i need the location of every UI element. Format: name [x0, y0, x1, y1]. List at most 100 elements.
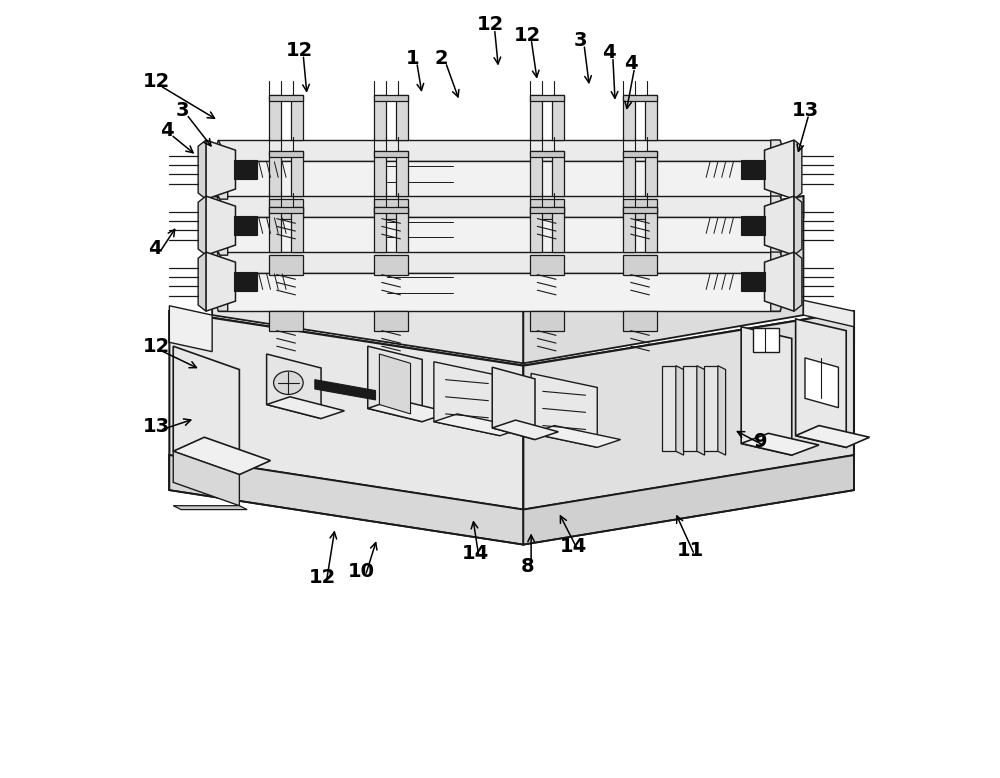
Polygon shape: [376, 269, 465, 300]
Polygon shape: [376, 269, 479, 275]
Polygon shape: [530, 151, 564, 157]
Polygon shape: [269, 255, 303, 275]
Polygon shape: [218, 273, 780, 311]
Polygon shape: [198, 252, 206, 311]
Polygon shape: [741, 216, 765, 235]
Polygon shape: [623, 151, 657, 157]
Polygon shape: [530, 95, 542, 140]
Polygon shape: [531, 373, 597, 447]
Polygon shape: [206, 252, 235, 311]
Polygon shape: [206, 196, 235, 255]
Polygon shape: [645, 151, 657, 196]
Polygon shape: [530, 207, 542, 252]
Polygon shape: [396, 151, 408, 196]
Polygon shape: [662, 366, 676, 451]
Polygon shape: [530, 207, 564, 213]
Polygon shape: [269, 95, 303, 101]
Polygon shape: [676, 366, 684, 455]
Polygon shape: [523, 455, 854, 545]
Polygon shape: [765, 196, 794, 255]
Polygon shape: [376, 214, 479, 220]
Polygon shape: [218, 161, 780, 199]
Polygon shape: [771, 140, 789, 199]
Polygon shape: [552, 207, 564, 252]
Polygon shape: [269, 151, 303, 157]
Polygon shape: [803, 300, 854, 327]
Polygon shape: [209, 252, 228, 311]
Polygon shape: [530, 255, 564, 275]
Text: 12: 12: [286, 41, 313, 60]
Text: 12: 12: [477, 16, 504, 34]
Polygon shape: [645, 95, 657, 140]
Polygon shape: [234, 216, 257, 235]
Polygon shape: [267, 397, 344, 419]
Polygon shape: [291, 95, 303, 140]
Polygon shape: [645, 207, 657, 252]
Text: 10: 10: [348, 562, 375, 581]
Polygon shape: [209, 140, 228, 199]
Text: 4: 4: [602, 44, 616, 62]
Text: 1: 1: [406, 49, 420, 68]
Text: 4: 4: [160, 121, 174, 140]
Polygon shape: [234, 272, 257, 291]
Polygon shape: [741, 160, 765, 179]
Polygon shape: [697, 366, 705, 455]
Polygon shape: [234, 160, 257, 179]
Text: 3: 3: [573, 31, 587, 50]
Text: 12: 12: [309, 568, 336, 587]
Polygon shape: [523, 311, 854, 510]
Polygon shape: [523, 196, 803, 363]
Polygon shape: [291, 207, 303, 252]
Polygon shape: [623, 207, 657, 213]
Polygon shape: [368, 399, 449, 422]
Polygon shape: [396, 207, 408, 252]
Polygon shape: [530, 95, 564, 101]
Polygon shape: [771, 252, 789, 311]
Polygon shape: [169, 311, 854, 397]
Text: 14: 14: [560, 537, 588, 555]
Polygon shape: [302, 244, 640, 249]
Polygon shape: [765, 140, 794, 199]
Polygon shape: [794, 196, 802, 255]
Text: 11: 11: [677, 541, 704, 560]
Polygon shape: [796, 426, 870, 447]
Polygon shape: [623, 95, 657, 101]
Polygon shape: [718, 366, 726, 455]
Polygon shape: [291, 151, 303, 196]
Polygon shape: [218, 196, 780, 217]
Polygon shape: [374, 199, 408, 219]
Text: 13: 13: [143, 417, 170, 436]
Polygon shape: [169, 311, 523, 510]
Polygon shape: [794, 252, 802, 311]
Polygon shape: [796, 319, 846, 447]
Polygon shape: [173, 451, 239, 506]
Polygon shape: [374, 151, 408, 157]
Polygon shape: [492, 367, 535, 440]
Polygon shape: [374, 95, 386, 140]
Polygon shape: [218, 252, 780, 273]
Polygon shape: [368, 346, 422, 422]
Polygon shape: [805, 358, 838, 408]
Polygon shape: [465, 269, 479, 307]
Polygon shape: [465, 159, 479, 196]
Polygon shape: [552, 95, 564, 140]
Text: 12: 12: [514, 26, 541, 44]
Polygon shape: [302, 188, 628, 207]
Polygon shape: [173, 437, 270, 475]
Polygon shape: [530, 311, 564, 331]
Polygon shape: [623, 255, 657, 275]
Polygon shape: [683, 366, 697, 451]
Polygon shape: [379, 354, 411, 414]
Polygon shape: [374, 255, 408, 275]
Polygon shape: [198, 140, 206, 199]
Text: 12: 12: [142, 337, 170, 356]
Polygon shape: [492, 420, 558, 440]
Text: 12: 12: [142, 72, 170, 91]
Polygon shape: [765, 252, 794, 311]
Polygon shape: [267, 354, 321, 419]
Text: 4: 4: [624, 54, 638, 73]
Polygon shape: [374, 207, 386, 252]
Polygon shape: [741, 433, 819, 455]
Polygon shape: [218, 140, 780, 161]
Text: 2: 2: [435, 49, 448, 68]
